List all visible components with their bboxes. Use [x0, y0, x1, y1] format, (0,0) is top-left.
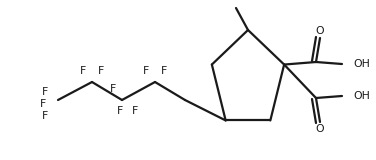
- Text: F: F: [161, 66, 167, 76]
- Text: F: F: [42, 87, 48, 97]
- Text: F: F: [117, 106, 123, 116]
- Text: F: F: [98, 66, 104, 76]
- Text: O: O: [316, 26, 324, 36]
- Text: F: F: [110, 84, 116, 94]
- Text: F: F: [40, 99, 46, 109]
- Text: OH: OH: [353, 91, 370, 101]
- Text: F: F: [80, 66, 86, 76]
- Text: O: O: [316, 124, 324, 134]
- Text: OH: OH: [353, 59, 370, 69]
- Text: F: F: [132, 106, 138, 116]
- Text: F: F: [143, 66, 149, 76]
- Text: F: F: [42, 111, 48, 121]
